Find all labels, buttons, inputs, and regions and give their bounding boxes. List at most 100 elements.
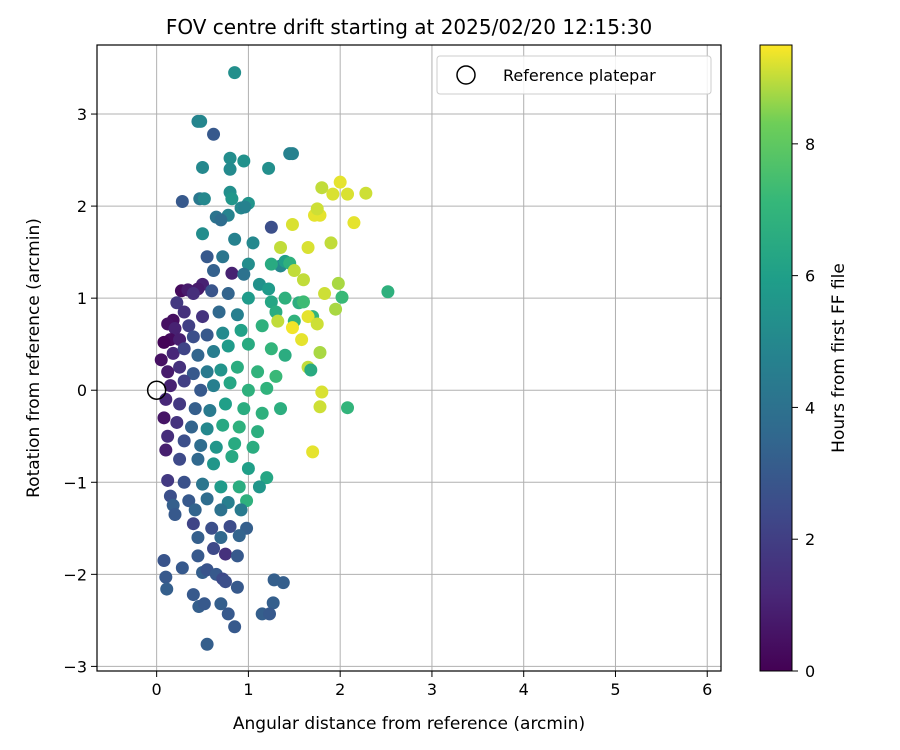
- data-point: [251, 365, 265, 379]
- data-point: [196, 160, 210, 174]
- data-point: [191, 452, 205, 466]
- data-point: [241, 383, 255, 397]
- colorbar-tick-label: 6: [805, 267, 815, 286]
- y-tick-label: 2: [77, 197, 87, 216]
- data-point: [329, 302, 343, 316]
- data-point: [278, 348, 292, 362]
- data-point: [216, 250, 230, 264]
- data-point: [214, 503, 228, 517]
- data-point: [194, 438, 208, 452]
- data-point: [318, 287, 332, 301]
- data-point: [264, 257, 278, 271]
- data-point: [207, 457, 221, 471]
- data-point: [326, 187, 340, 201]
- data-point: [295, 333, 309, 347]
- x-tick-label: 6: [702, 680, 712, 699]
- data-point: [296, 295, 310, 309]
- data-point: [341, 401, 355, 415]
- data-point: [223, 151, 237, 165]
- data-point: [216, 326, 230, 340]
- data-point: [196, 310, 210, 324]
- data-point: [177, 374, 191, 388]
- data-point: [200, 422, 214, 436]
- data-point: [234, 323, 248, 337]
- data-point: [218, 397, 232, 411]
- x-axis-label: Angular distance from reference (arcmin): [233, 714, 585, 734]
- data-point: [324, 236, 338, 250]
- data-point: [200, 328, 214, 342]
- data-point: [173, 452, 187, 466]
- data-point: [237, 267, 251, 281]
- data-point: [237, 402, 251, 416]
- data-point: [200, 365, 214, 379]
- data-point: [186, 517, 200, 531]
- y-tick-label: 3: [77, 105, 87, 124]
- data-point: [230, 549, 244, 563]
- data-point: [212, 305, 226, 319]
- data-point: [214, 213, 228, 227]
- data-point: [335, 290, 349, 304]
- data-point: [251, 425, 265, 439]
- data-point: [182, 494, 196, 508]
- colorbar-tick-label: 8: [805, 135, 815, 154]
- data-point: [200, 492, 214, 506]
- x-tick-label: 4: [519, 680, 529, 699]
- y-tick-label: −1: [63, 473, 87, 492]
- data-point: [306, 445, 320, 459]
- colorbar-tick-label: 4: [805, 398, 815, 417]
- data-point: [381, 285, 395, 299]
- data-point: [241, 461, 255, 475]
- data-point: [194, 114, 208, 128]
- data-point: [225, 192, 239, 206]
- data-point: [304, 363, 318, 377]
- y-axis-ticks: −3 −2 −1 0 1 2 3: [63, 105, 97, 676]
- data-point: [161, 365, 175, 379]
- data-point: [205, 284, 219, 298]
- data-point: [241, 257, 255, 271]
- x-tick-label: 2: [335, 680, 345, 699]
- data-point: [173, 360, 187, 374]
- data-point: [252, 480, 266, 494]
- data-point: [159, 443, 173, 457]
- data-point: [157, 411, 171, 425]
- data-point: [271, 314, 285, 328]
- data-point: [196, 227, 210, 241]
- data-point: [177, 342, 191, 356]
- colorbar-tick-label: 0: [805, 662, 815, 681]
- data-point: [264, 220, 278, 234]
- data-point: [225, 266, 239, 280]
- data-point: [223, 376, 237, 390]
- data-point: [313, 345, 327, 359]
- data-point: [157, 335, 171, 349]
- data-point: [310, 202, 324, 216]
- data-point: [196, 477, 210, 491]
- x-tick-label: 1: [243, 680, 253, 699]
- data-point: [315, 181, 329, 195]
- data-point: [214, 480, 228, 494]
- data-point: [170, 296, 184, 310]
- data-point: [341, 187, 355, 201]
- data-point: [163, 379, 177, 393]
- data-point: [264, 295, 278, 309]
- data-point: [207, 345, 221, 359]
- legend-marker: [456, 65, 476, 85]
- data-point: [238, 200, 252, 214]
- data-point: [285, 218, 299, 232]
- x-tick-label: 3: [427, 680, 437, 699]
- data-point: [228, 437, 242, 451]
- data-point: [255, 319, 269, 333]
- data-point: [200, 250, 214, 264]
- data-point: [223, 519, 237, 533]
- data-point: [186, 367, 200, 381]
- data-point: [296, 273, 310, 287]
- data-point: [310, 317, 324, 331]
- reference-point: [146, 380, 167, 400]
- data-point: [232, 480, 246, 494]
- data-point: [234, 503, 248, 517]
- data-point: [246, 440, 260, 454]
- data-point: [246, 236, 260, 250]
- data-point: [263, 607, 277, 621]
- data-point: [228, 620, 242, 634]
- data-point: [359, 186, 373, 200]
- data-point: [154, 353, 168, 367]
